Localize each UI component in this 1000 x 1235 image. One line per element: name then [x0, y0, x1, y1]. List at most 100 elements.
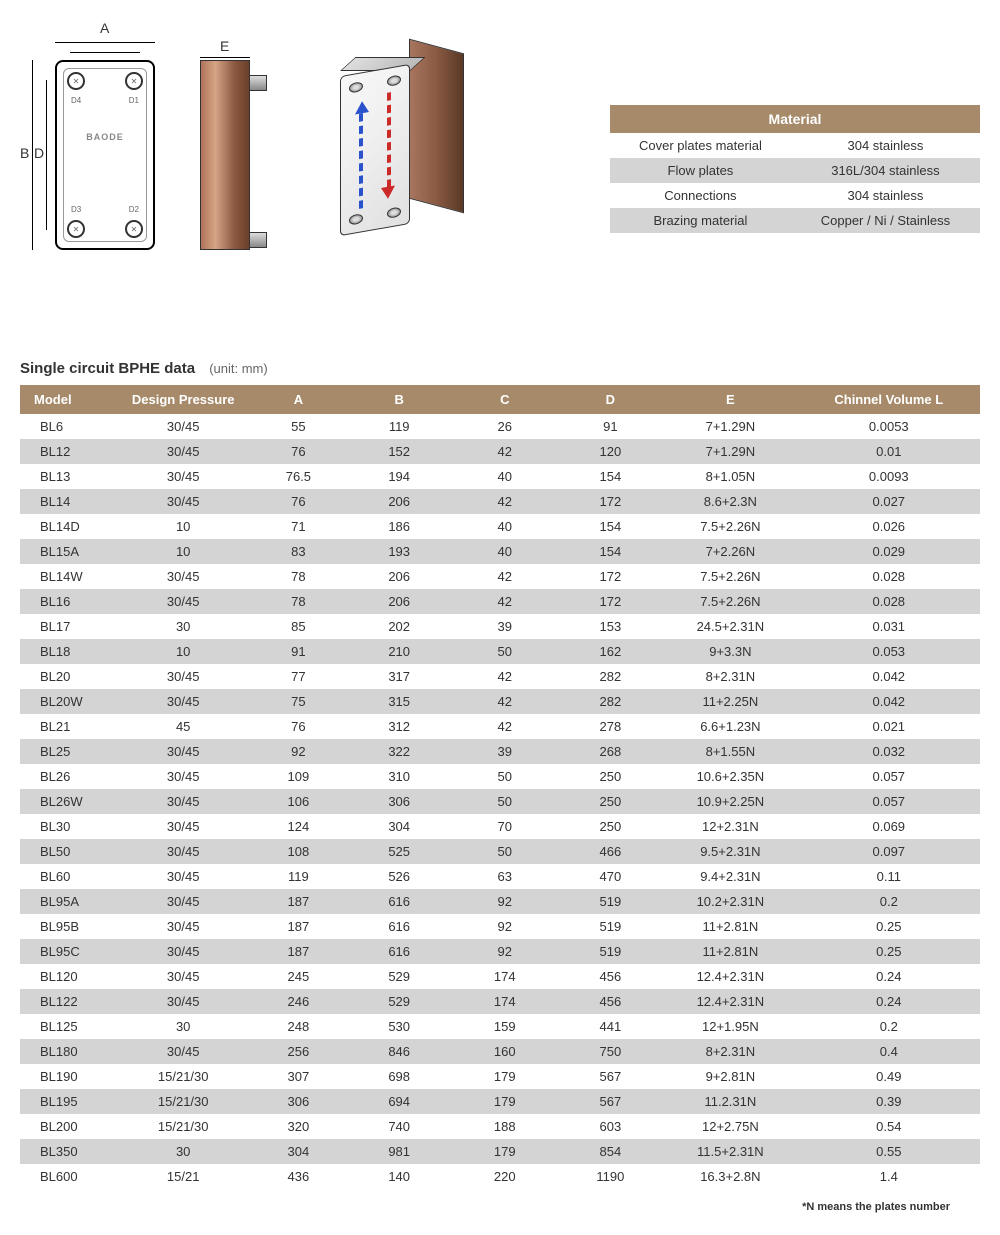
table-cell: 9.4+2.31N [663, 864, 797, 889]
table-row: BL181091210501629+3.3N0.053 [20, 639, 980, 664]
table-row: BL6030/45119526634709.4+2.31N0.11 [20, 864, 980, 889]
table-cell: 854 [558, 1139, 664, 1164]
table-cell: 7.5+2.26N [663, 564, 797, 589]
table-row: BL15A1083193401547+2.26N0.029 [20, 539, 980, 564]
column-header: E [663, 385, 797, 414]
table-cell: 10 [116, 514, 250, 539]
table-cell: 30/45 [116, 839, 250, 864]
flow-line-blue [359, 113, 363, 209]
table-cell: 8+1.05N [663, 464, 797, 489]
table-cell: 172 [558, 589, 664, 614]
table-cell: 256 [250, 1039, 346, 1064]
table-row: BL5030/45108525504669.5+2.31N0.097 [20, 839, 980, 864]
dim-line-a [55, 42, 155, 43]
table-cell: 179 [452, 1064, 558, 1089]
table-cell: 11.5+2.31N [663, 1139, 797, 1164]
table-cell: 0.028 [798, 564, 980, 589]
table-cell: 0.057 [798, 764, 980, 789]
side-connector-icon [249, 232, 267, 248]
table-cell: 187 [250, 939, 346, 964]
section-unit: (unit: mm) [209, 361, 268, 376]
table-row: BL1230/4576152421207+1.29N0.01 [20, 439, 980, 464]
table-cell: 206 [346, 589, 452, 614]
material-header: Material [610, 105, 980, 133]
section-title: Single circuit BPHE data (unit: mm) [20, 360, 980, 377]
table-cell: 30/45 [116, 914, 250, 939]
dim-line-e [200, 57, 250, 58]
table-cell: 30/45 [116, 664, 250, 689]
table-cell: 202 [346, 614, 452, 639]
table-cell: 30 [116, 614, 250, 639]
footnote: *N means the plates number [20, 1201, 980, 1213]
table-cell: 0.2 [798, 1014, 980, 1039]
table-cell: 268 [558, 739, 664, 764]
table-row: BL20015/21/3032074018860312+2.75N0.54 [20, 1114, 980, 1139]
table-cell: 526 [346, 864, 452, 889]
diagram-isometric-view [310, 20, 490, 260]
material-row: Connections304 stainless [610, 183, 980, 208]
table-cell: 603 [558, 1114, 664, 1139]
material-label: Flow plates [610, 158, 791, 183]
table-cell: 154 [558, 539, 664, 564]
column-header: D [558, 385, 664, 414]
table-row: BL19515/21/3030669417956711.2.31N0.39 [20, 1089, 980, 1114]
table-cell: 470 [558, 864, 664, 889]
table-cell: 750 [558, 1039, 664, 1064]
table-cell: 174 [452, 964, 558, 989]
table-row: BL1253024853015944112+1.95N0.2 [20, 1014, 980, 1039]
table-cell: 85 [250, 614, 346, 639]
table-cell: 92 [250, 739, 346, 764]
table-cell: 282 [558, 664, 664, 689]
table-cell: BL120 [20, 964, 116, 989]
table-cell: 206 [346, 564, 452, 589]
table-cell: 0.042 [798, 689, 980, 714]
table-cell: 30/45 [116, 939, 250, 964]
port-d4-icon [67, 72, 85, 90]
table-cell: 0.4 [798, 1039, 980, 1064]
table-cell: 0.0053 [798, 414, 980, 439]
dim-label-d: D [34, 145, 44, 161]
table-row: BL1730852023915324.5+2.31N0.031 [20, 614, 980, 639]
table-cell: 71 [250, 514, 346, 539]
table-cell: 456 [558, 964, 664, 989]
table-cell: 310 [346, 764, 452, 789]
table-cell: 24.5+2.31N [663, 614, 797, 639]
table-cell: 306 [250, 1089, 346, 1114]
table-cell: 7+1.29N [663, 414, 797, 439]
table-cell: 42 [452, 589, 558, 614]
table-cell: 15/21/30 [116, 1089, 250, 1114]
table-cell: 530 [346, 1014, 452, 1039]
table-row: BL95C30/451876169251911+2.81N0.25 [20, 939, 980, 964]
iso-port-icon [349, 213, 363, 225]
dim-line-d [46, 80, 47, 230]
table-cell: 179 [452, 1139, 558, 1164]
table-cell: 0.01 [798, 439, 980, 464]
material-value: 316L/304 stainless [791, 158, 980, 183]
table-cell: 26 [452, 414, 558, 439]
table-cell: 312 [346, 714, 452, 739]
table-cell: 76 [250, 714, 346, 739]
dim-line-b [32, 60, 33, 250]
port-d3-icon [67, 220, 85, 238]
table-cell: 76 [250, 439, 346, 464]
table-cell: 567 [558, 1089, 664, 1114]
table-cell: 159 [452, 1014, 558, 1039]
table-cell: 40 [452, 539, 558, 564]
table-cell: 317 [346, 664, 452, 689]
brand-label: BAODE [57, 132, 153, 142]
material-label: Brazing material [610, 208, 791, 233]
table-cell: 282 [558, 689, 664, 714]
table-cell: 30/45 [116, 814, 250, 839]
iso-body [340, 70, 410, 230]
table-cell: 172 [558, 489, 664, 514]
table-cell: 106 [250, 789, 346, 814]
table-cell: 78 [250, 564, 346, 589]
table-cell: 193 [346, 539, 452, 564]
column-header: A [250, 385, 346, 414]
table-cell: 10 [116, 639, 250, 664]
table-cell: 140 [346, 1164, 452, 1189]
table-cell: 525 [346, 839, 452, 864]
table-cell: 50 [452, 764, 558, 789]
table-cell: BL125 [20, 1014, 116, 1039]
table-cell: 12+2.31N [663, 814, 797, 839]
